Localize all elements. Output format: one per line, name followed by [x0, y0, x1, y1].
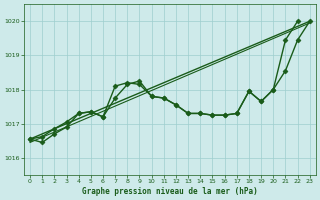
X-axis label: Graphe pression niveau de la mer (hPa): Graphe pression niveau de la mer (hPa): [82, 187, 258, 196]
